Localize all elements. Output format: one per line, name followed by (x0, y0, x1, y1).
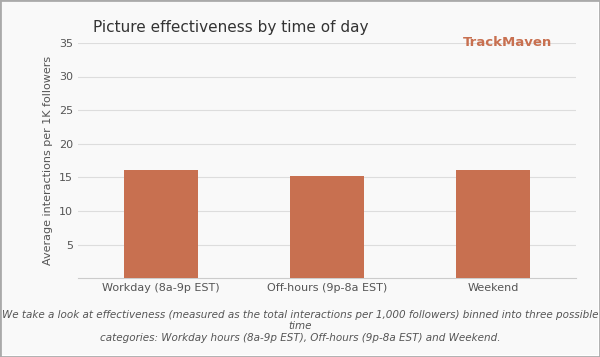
Bar (290, 176, 364, 278)
Text: Picture effectiveness by time of day: Picture effectiveness by time of day (93, 20, 368, 35)
Y-axis label: Average interactions per 1K followers: Average interactions per 1K followers (43, 56, 53, 265)
Bar (455, 170, 530, 278)
Bar (124, 170, 199, 278)
Text: We take a look at effectiveness (measured as the total interactions per 1,000 fo: We take a look at effectiveness (measure… (2, 310, 598, 343)
Text: TrackMaven: TrackMaven (463, 36, 552, 49)
